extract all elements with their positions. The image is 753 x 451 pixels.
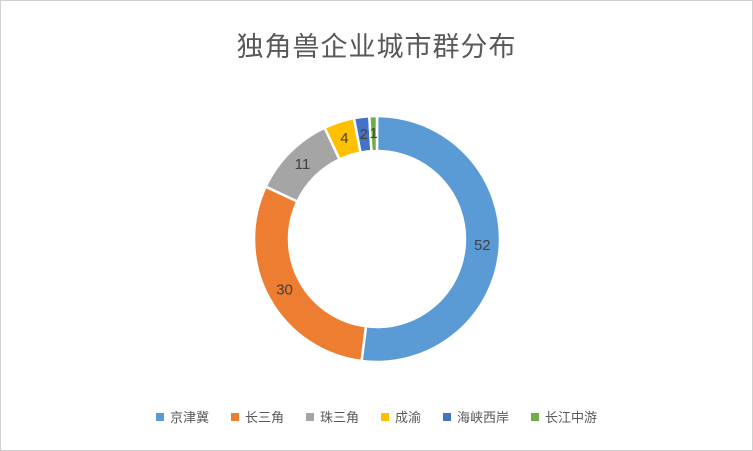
legend-item-6: 长江中游 bbox=[531, 407, 597, 426]
data-label-2: 30 bbox=[276, 281, 293, 298]
data-label-5: 2 bbox=[360, 126, 368, 143]
legend-item-1: 京津冀 bbox=[155, 407, 209, 426]
legend-item-2: 长三角 bbox=[230, 407, 284, 426]
legend-item-3: 珠三角 bbox=[305, 407, 359, 426]
donut-slice-1 bbox=[360, 114, 502, 364]
legend-label: 长江中游 bbox=[545, 410, 598, 425]
legend-item-4: 成渝 bbox=[381, 407, 421, 426]
legend-item-5: 海峡西岸 bbox=[443, 407, 509, 426]
data-label-4: 4 bbox=[340, 130, 348, 147]
chart-title: 独角兽企业城市群分布 bbox=[236, 32, 517, 62]
legend-swatch-icon bbox=[230, 412, 239, 421]
legend-label: 成渝 bbox=[395, 410, 422, 425]
legend-swatch-icon bbox=[531, 412, 540, 421]
legend-label: 珠三角 bbox=[319, 410, 359, 425]
data-label-6: 1 bbox=[370, 125, 378, 142]
legend-swatch-icon bbox=[155, 412, 164, 421]
legend-swatch-icon bbox=[305, 412, 314, 421]
legend-label: 京津冀 bbox=[169, 410, 209, 425]
donut-slice-2 bbox=[252, 185, 368, 363]
legend-label: 长三角 bbox=[244, 410, 284, 425]
legend-swatch-icon bbox=[381, 412, 389, 421]
legend-label: 海峡西岸 bbox=[457, 410, 510, 425]
legend-swatch-icon bbox=[443, 412, 452, 421]
legend: 京津冀 长三角 珠三角 成渝 海峡西岸 长江中游 bbox=[1, 407, 752, 426]
data-label-1: 52 bbox=[474, 237, 491, 254]
data-label-3: 11 bbox=[295, 156, 311, 173]
donut-slice-6 bbox=[368, 114, 379, 153]
